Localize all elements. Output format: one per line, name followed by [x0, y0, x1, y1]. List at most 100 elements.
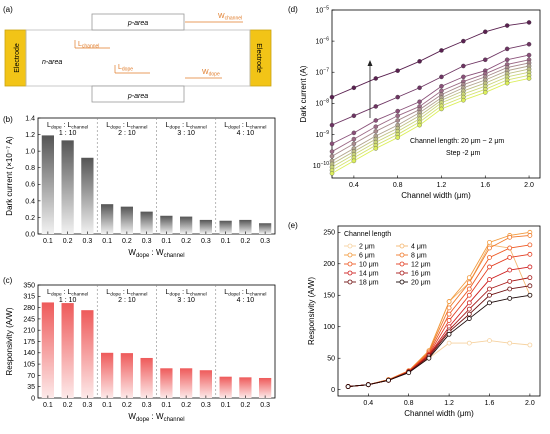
- x-tick-label: 1.2: [437, 182, 447, 189]
- y-tick-label: 10−10: [313, 161, 329, 170]
- chart-responsivity-bars: 0 35 70 105 140 175 210 245 280 315 350 Ldope : Lch…: [5, 282, 276, 423]
- electrode-left-label: Electrode: [14, 43, 21, 73]
- x-tick-label: 0.1: [221, 238, 231, 245]
- w-dope-label: Wdope: [202, 69, 220, 78]
- x-tick-label: 0.3: [83, 238, 93, 245]
- legend-marker: [347, 270, 353, 276]
- data-point: [527, 242, 533, 248]
- x-tick-label: 0.3: [83, 402, 93, 409]
- series-line: [331, 54, 530, 145]
- data-point: [466, 275, 472, 281]
- data-point: [329, 94, 335, 100]
- data-point: [487, 255, 492, 260]
- bar: [41, 135, 54, 234]
- legend-marker: [399, 252, 405, 258]
- x-axis-label: Channel width (μm): [404, 409, 474, 418]
- data-point: [507, 340, 513, 346]
- y-tick-label: 350: [23, 282, 35, 289]
- x-tick-label: 1.6: [485, 400, 495, 407]
- panel-e-label: (e): [288, 221, 298, 230]
- bar: [180, 216, 193, 234]
- group-label: Ldope : Lchannel: [166, 289, 207, 298]
- chart-responsivity-lines: 0.4 0.8 1.2 1.6 2.0 0 50 100 150 200 250 Channel le…: [307, 225, 541, 418]
- data-point: [345, 384, 351, 389]
- x-tick-label: 0.3: [142, 402, 152, 409]
- group-ratio: 2 : 10: [118, 297, 136, 304]
- data-point: [446, 331, 452, 337]
- data-point: [395, 118, 400, 123]
- bar: [160, 215, 173, 234]
- data-point: [329, 141, 335, 147]
- data-point: [351, 136, 357, 142]
- x-tick-label: 0.1: [43, 402, 53, 409]
- x-tick-label: 0.3: [260, 402, 270, 409]
- data-point: [507, 245, 513, 251]
- data-point: [351, 158, 357, 164]
- data-point: [329, 149, 335, 154]
- y-tick-label: 105: [23, 362, 35, 369]
- data-point: [446, 299, 452, 304]
- y-tick-label: 0.8: [25, 165, 35, 172]
- data-point: [373, 129, 379, 134]
- x-tick-label: 0.3: [142, 238, 152, 245]
- data-point: [329, 171, 335, 176]
- data-point: [395, 135, 400, 140]
- data-point: [507, 255, 513, 260]
- legend-marker: [347, 261, 353, 267]
- data-point: [504, 23, 510, 28]
- l-dope-label: Ldope: [118, 64, 133, 73]
- series-line: [331, 68, 530, 165]
- x-axis-label: Channel width (μm): [401, 191, 471, 200]
- series-line: [331, 65, 530, 162]
- data-point: [417, 122, 422, 128]
- data-point: [526, 20, 532, 25]
- legend-entry: 6 μm: [359, 252, 375, 259]
- data-point: [507, 279, 513, 284]
- group-ratio: 4 : 10: [237, 297, 255, 304]
- data-point: [466, 306, 472, 312]
- bar: [41, 302, 54, 398]
- bar: [199, 219, 212, 234]
- data-point: [487, 286, 492, 292]
- bar: [219, 376, 232, 398]
- channel-outline: [25, 29, 251, 87]
- dimension-annotations: Wchannel Lchannel Ldope Wdope: [74, 13, 243, 79]
- data-point: [461, 74, 466, 80]
- legend-marker: [347, 252, 353, 258]
- data-point: [527, 275, 533, 281]
- group-label: Ldope : Lchannel: [47, 289, 88, 298]
- legend-entry: 18 μm: [359, 279, 379, 286]
- data-point: [417, 85, 422, 91]
- y-tick-label: 250: [323, 230, 335, 237]
- series-line: [348, 285, 530, 388]
- series-line: [348, 340, 530, 388]
- data-point: [446, 318, 452, 323]
- data-point: [487, 292, 492, 298]
- group-label: Ldopel : Lchannel: [224, 122, 266, 131]
- x-axis-label: Wdope : Wchannel: [128, 248, 184, 259]
- y-tick-label: 210: [23, 328, 35, 335]
- y-tick-label: 10−6: [316, 37, 330, 46]
- legend-entry: 12 μm: [411, 261, 431, 268]
- data-point: [439, 88, 444, 94]
- panel-b-label: (b): [3, 115, 13, 124]
- y-tick-label: 35: [27, 384, 35, 391]
- data-point: [386, 377, 391, 383]
- data-point: [395, 68, 400, 73]
- data-point: [504, 57, 510, 63]
- x-tick-label: 0.2: [63, 402, 73, 409]
- data-point: [487, 239, 492, 245]
- panel-c-label: (c): [3, 276, 13, 285]
- data-point: [439, 48, 444, 53]
- x-tick-label: 0.8: [393, 182, 403, 189]
- series-line: [331, 21, 530, 98]
- plot-frame: [337, 225, 541, 397]
- data-point: [329, 122, 335, 128]
- electrode-right-label: Electrode: [255, 43, 262, 73]
- series-line: [348, 234, 530, 388]
- plot-frame: [331, 9, 541, 179]
- legend-entry: 4 μm: [411, 243, 427, 250]
- x-axis-label: Wdope : Wchannel: [128, 412, 184, 423]
- bar: [160, 368, 173, 398]
- data-point: [527, 342, 533, 348]
